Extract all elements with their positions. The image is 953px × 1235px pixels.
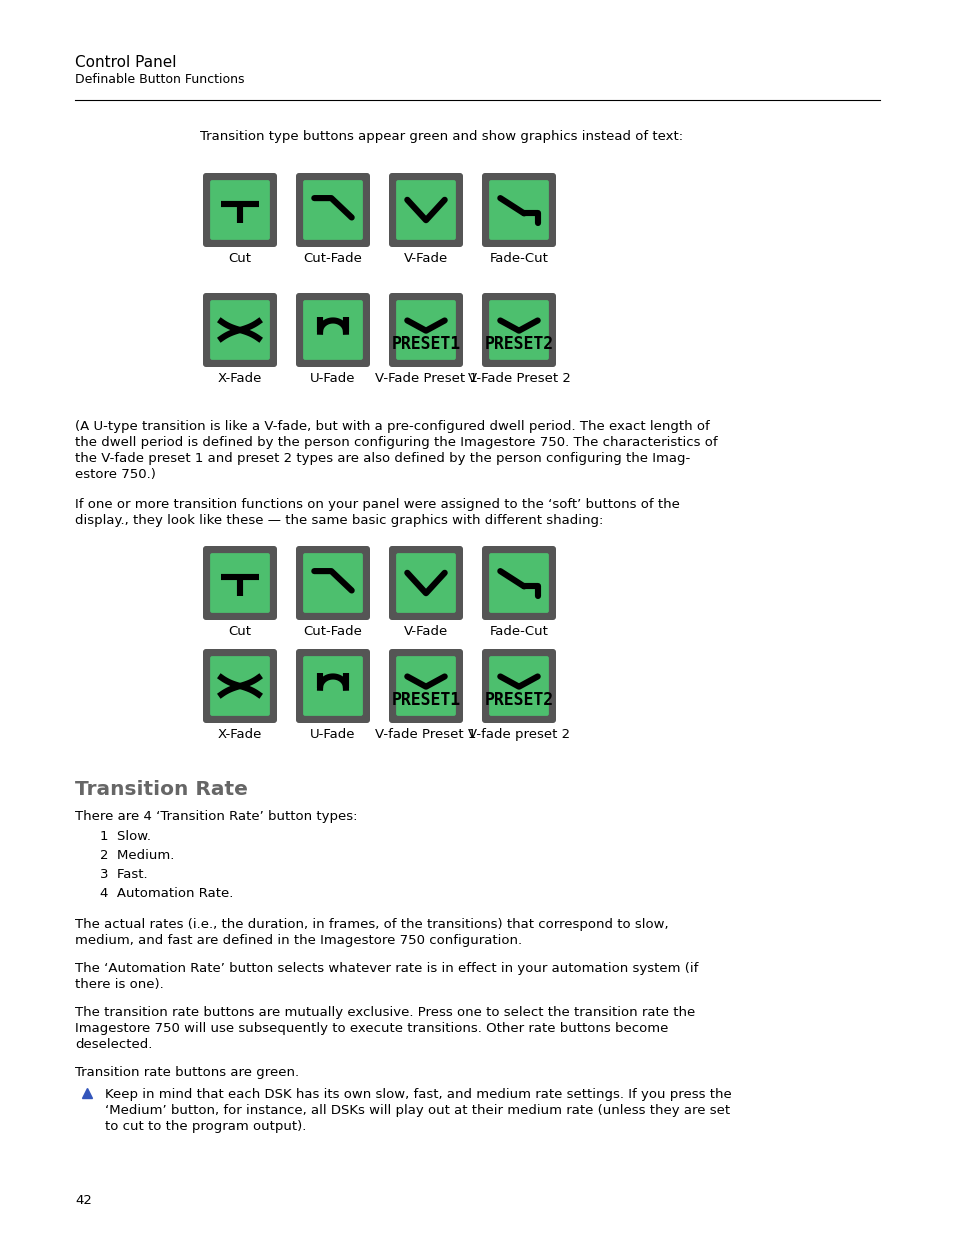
Text: 42: 42 — [75, 1194, 91, 1207]
Text: V-Fade: V-Fade — [403, 625, 448, 638]
Text: Fade-Cut: Fade-Cut — [489, 252, 548, 266]
FancyBboxPatch shape — [489, 300, 548, 359]
FancyBboxPatch shape — [203, 173, 276, 247]
Text: deselected.: deselected. — [75, 1037, 152, 1051]
Text: The ‘Automation Rate’ button selects whatever rate is in effect in your automati: The ‘Automation Rate’ button selects wha… — [75, 962, 698, 974]
Text: U-Fade: U-Fade — [310, 372, 355, 385]
Text: There are 4 ‘Transition Rate’ button types:: There are 4 ‘Transition Rate’ button typ… — [75, 810, 357, 823]
FancyBboxPatch shape — [395, 300, 456, 359]
Text: Fade-Cut: Fade-Cut — [489, 625, 548, 638]
Text: display., they look like these — the same basic graphics with different shading:: display., they look like these — the sam… — [75, 514, 602, 527]
FancyBboxPatch shape — [395, 553, 456, 613]
Text: V-Fade: V-Fade — [403, 252, 448, 266]
FancyBboxPatch shape — [203, 650, 276, 722]
Text: Transition Rate: Transition Rate — [75, 781, 248, 799]
Text: Definable Button Functions: Definable Button Functions — [75, 73, 244, 86]
Text: V-Fade Preset 1: V-Fade Preset 1 — [375, 372, 476, 385]
Text: Keep in mind that each DSK has its own slow, fast, and medium rate settings. If : Keep in mind that each DSK has its own s… — [105, 1088, 731, 1100]
FancyBboxPatch shape — [489, 656, 548, 716]
Text: the V-fade preset 1 and preset 2 types are also defined by the person configurin: the V-fade preset 1 and preset 2 types a… — [75, 452, 690, 466]
FancyBboxPatch shape — [210, 180, 270, 240]
FancyBboxPatch shape — [481, 650, 556, 722]
Text: PRESET2: PRESET2 — [484, 692, 553, 709]
FancyBboxPatch shape — [295, 293, 370, 367]
Text: the dwell period is defined by the person configuring the Imagestore 750. The ch: the dwell period is defined by the perso… — [75, 436, 717, 450]
Text: Transition rate buttons are green.: Transition rate buttons are green. — [75, 1066, 299, 1079]
Text: 2  Medium.: 2 Medium. — [100, 848, 174, 862]
Text: there is one).: there is one). — [75, 978, 164, 990]
Text: X-Fade: X-Fade — [217, 372, 262, 385]
Text: to cut to the program output).: to cut to the program output). — [105, 1120, 306, 1132]
Text: 3  Fast.: 3 Fast. — [100, 868, 148, 881]
FancyBboxPatch shape — [389, 293, 462, 367]
FancyBboxPatch shape — [203, 293, 276, 367]
Text: 4  Automation Rate.: 4 Automation Rate. — [100, 887, 233, 900]
Text: The actual rates (i.e., the duration, in frames, of the transitions) that corres: The actual rates (i.e., the duration, in… — [75, 918, 668, 931]
Text: medium, and fast are defined in the Imagestore 750 configuration.: medium, and fast are defined in the Imag… — [75, 934, 521, 947]
Text: U-Fade: U-Fade — [310, 727, 355, 741]
FancyBboxPatch shape — [303, 553, 362, 613]
Text: Imagestore 750 will use subsequently to execute transitions. Other rate buttons : Imagestore 750 will use subsequently to … — [75, 1023, 668, 1035]
Text: V-Fade Preset 2: V-Fade Preset 2 — [467, 372, 570, 385]
FancyBboxPatch shape — [303, 180, 362, 240]
Text: Cut-Fade: Cut-Fade — [303, 252, 362, 266]
Text: V-fade preset 2: V-fade preset 2 — [468, 727, 570, 741]
FancyBboxPatch shape — [481, 546, 556, 620]
Text: estore 750.): estore 750.) — [75, 468, 155, 480]
FancyBboxPatch shape — [303, 300, 362, 359]
Text: ‘Medium’ button, for instance, all DSKs will play out at their medium rate (unle: ‘Medium’ button, for instance, all DSKs … — [105, 1104, 729, 1116]
Text: Transition type buttons appear green and show graphics instead of text:: Transition type buttons appear green and… — [200, 130, 682, 143]
FancyBboxPatch shape — [210, 553, 270, 613]
Text: Cut: Cut — [229, 252, 252, 266]
FancyBboxPatch shape — [395, 180, 456, 240]
FancyBboxPatch shape — [389, 546, 462, 620]
Text: If one or more transition functions on your panel were assigned to the ‘soft’ bu: If one or more transition functions on y… — [75, 498, 679, 511]
FancyBboxPatch shape — [489, 180, 548, 240]
FancyBboxPatch shape — [210, 656, 270, 716]
FancyBboxPatch shape — [295, 546, 370, 620]
FancyBboxPatch shape — [295, 650, 370, 722]
Text: Cut: Cut — [229, 625, 252, 638]
Text: V-fade Preset 1: V-fade Preset 1 — [375, 727, 476, 741]
FancyBboxPatch shape — [203, 546, 276, 620]
FancyBboxPatch shape — [481, 173, 556, 247]
Text: PRESET2: PRESET2 — [484, 335, 553, 353]
Text: PRESET1: PRESET1 — [391, 692, 460, 709]
FancyBboxPatch shape — [395, 656, 456, 716]
FancyBboxPatch shape — [481, 293, 556, 367]
Text: The transition rate buttons are mutually exclusive. Press one to select the tran: The transition rate buttons are mutually… — [75, 1007, 695, 1019]
FancyBboxPatch shape — [389, 650, 462, 722]
FancyBboxPatch shape — [303, 656, 362, 716]
FancyBboxPatch shape — [389, 173, 462, 247]
FancyBboxPatch shape — [295, 173, 370, 247]
Text: PRESET1: PRESET1 — [391, 335, 460, 353]
Text: Cut-Fade: Cut-Fade — [303, 625, 362, 638]
FancyBboxPatch shape — [489, 553, 548, 613]
Text: X-Fade: X-Fade — [217, 727, 262, 741]
Text: Control Panel: Control Panel — [75, 56, 176, 70]
FancyBboxPatch shape — [210, 300, 270, 359]
Text: 1  Slow.: 1 Slow. — [100, 830, 151, 844]
Text: (A U-type transition is like a V-fade, but with a pre-configured dwell period. T: (A U-type transition is like a V-fade, b… — [75, 420, 709, 433]
